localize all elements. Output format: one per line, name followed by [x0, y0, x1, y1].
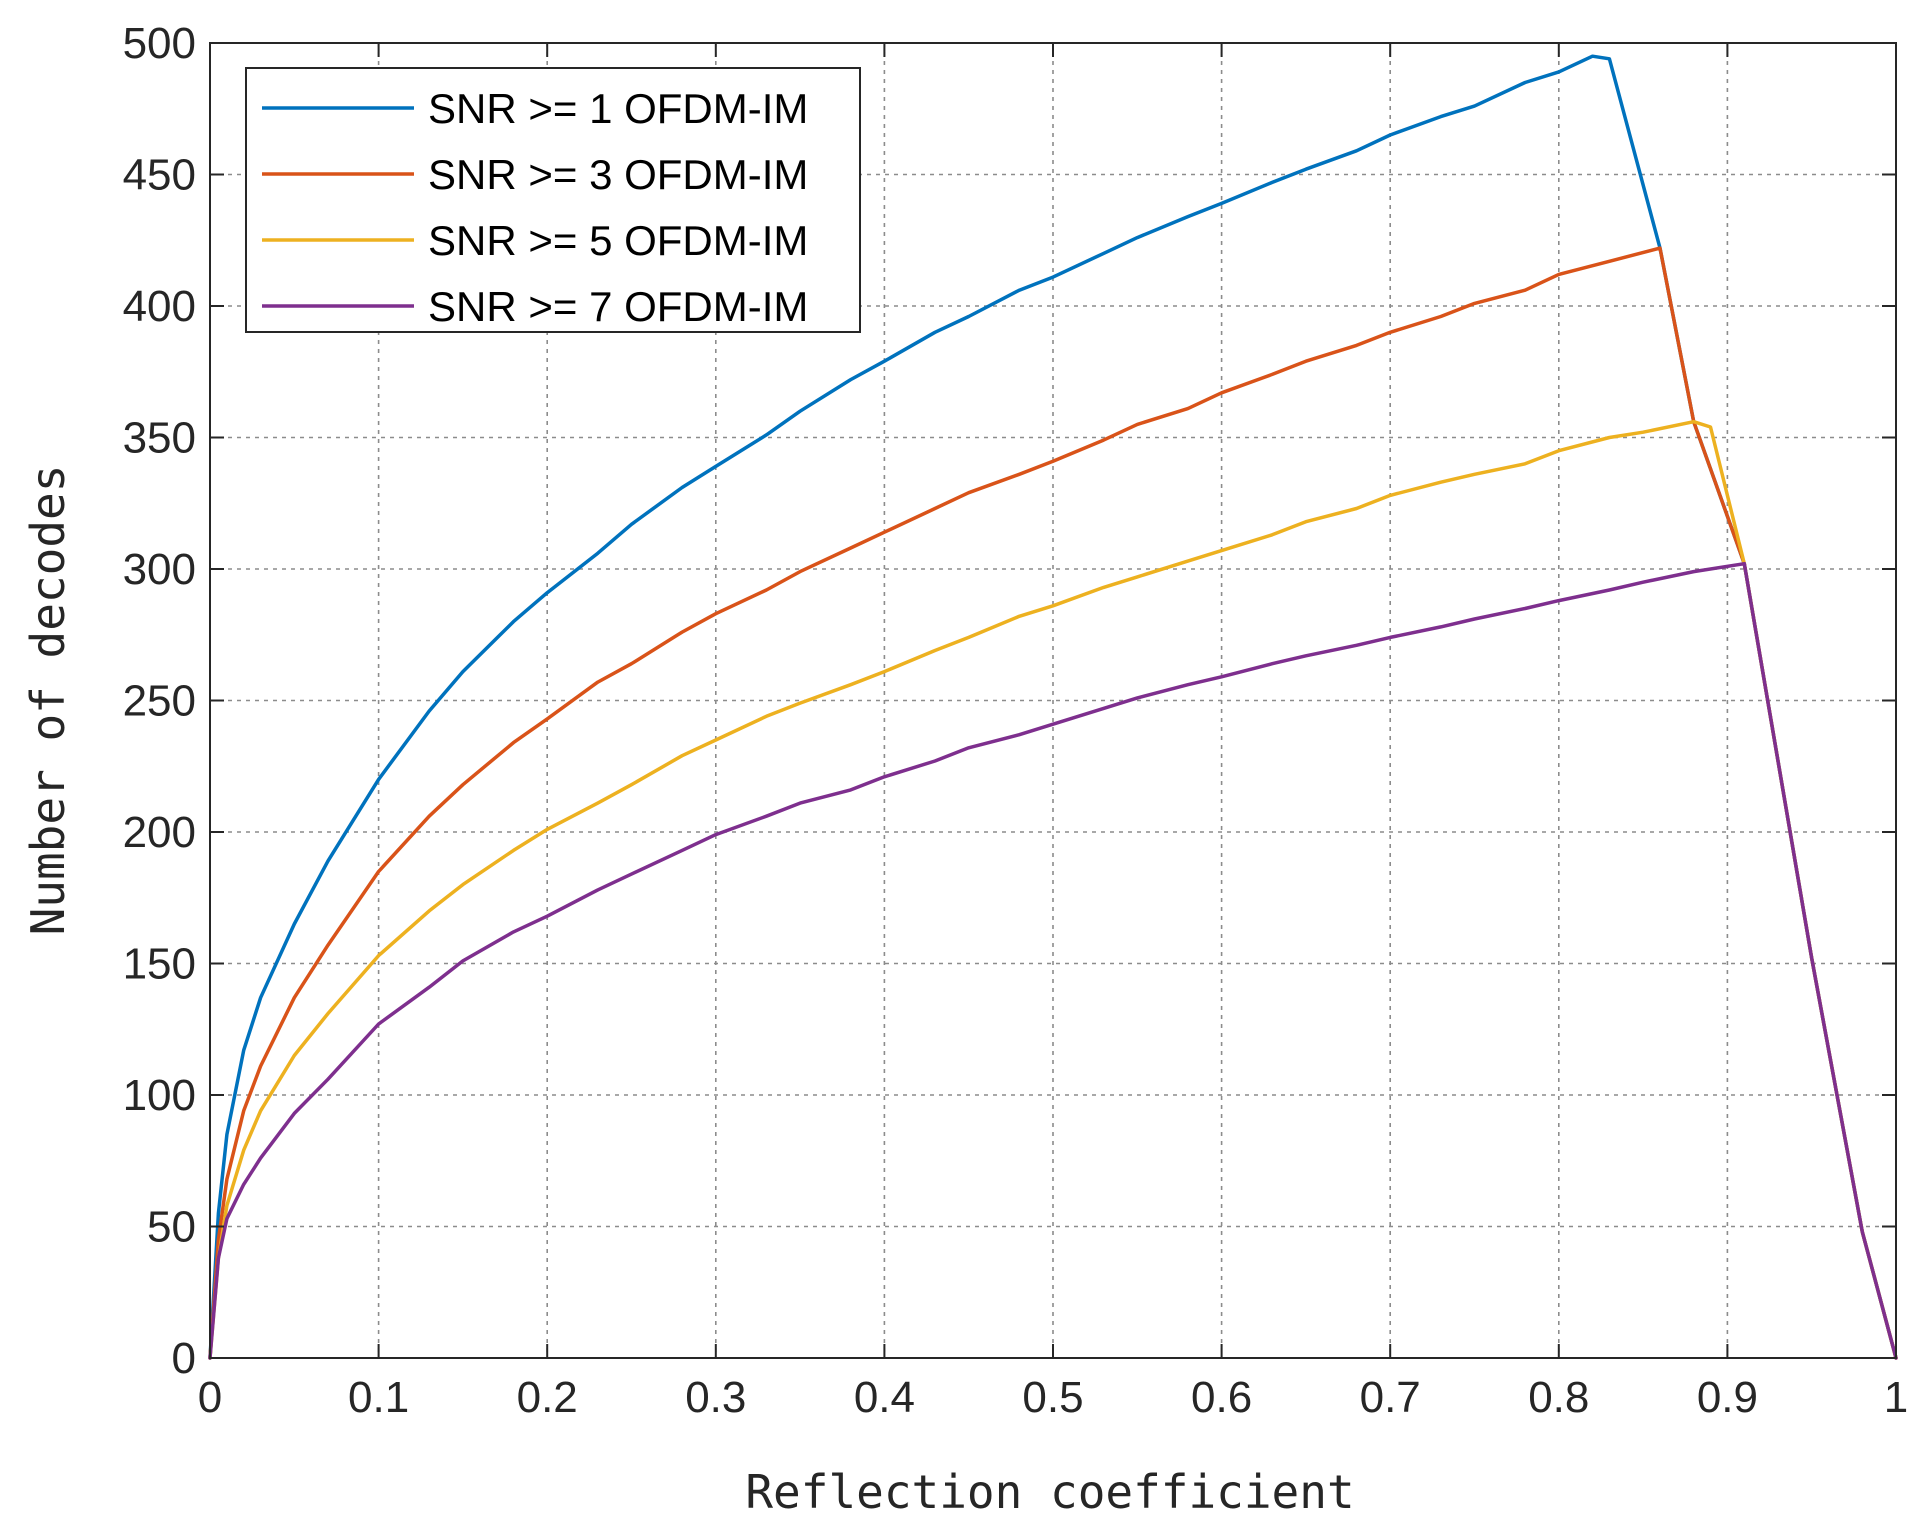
legend-label-2: SNR >= 3 OFDM-IM [428, 151, 808, 198]
y-tick-label: 150 [123, 940, 196, 989]
legend: SNR >= 1 OFDM-IM SNR >= 3 OFDM-IM SNR >= 5… [245, 67, 861, 333]
legend-label-3: SNR >= 5 OFDM-IM [428, 217, 808, 264]
x-tick-label: 0.4 [854, 1373, 915, 1422]
axes [209, 42, 1897, 1359]
y-tick-label: 0 [172, 1334, 196, 1383]
x-tick-label: 0.7 [1360, 1373, 1421, 1422]
series-line-4 [208, 561, 1898, 1360]
y-tick-label: 200 [123, 808, 196, 857]
x-tick-label: 0.8 [1528, 1373, 1589, 1422]
x-axis-label: Reflection coefficient [745, 1465, 1354, 1519]
y-tick-label: 100 [123, 1071, 196, 1120]
y-tick-label: 400 [123, 282, 196, 331]
x-tick-label: 0 [198, 1373, 222, 1422]
legend-label-4: SNR >= 7 OFDM-IM [428, 283, 808, 330]
legend-box [245, 67, 861, 333]
y-tick-label: 50 [147, 1203, 196, 1252]
y-tick-label: 250 [123, 677, 196, 726]
legend-label-1: SNR >= 1 OFDM-IM [428, 85, 808, 132]
y-tick-label: 450 [123, 151, 196, 200]
x-tick-label: 0.2 [517, 1373, 578, 1422]
y-tick-label: 300 [123, 545, 196, 594]
y-axis-ticks: 0 50 100 150 200 250 300 350 400 450 500 [123, 19, 196, 1383]
y-tick-label: 350 [123, 414, 196, 463]
x-tick-label: 0.6 [1191, 1373, 1252, 1422]
y-axis-label: Number of decodes [21, 465, 75, 936]
x-tick-label: 0.9 [1697, 1373, 1758, 1422]
series-line-1 [208, 54, 1898, 1360]
x-tick-label: 0.1 [348, 1373, 409, 1422]
y-tick-label: 500 [123, 19, 196, 68]
series-line-3 [208, 419, 1898, 1360]
series-line-2 [208, 246, 1898, 1360]
x-tick-label: 1 [1884, 1373, 1908, 1422]
x-tick-label: 0.3 [685, 1373, 746, 1422]
series-group [208, 54, 1898, 1360]
x-axis-ticks: 0 0.1 0.2 0.3 0.4 0.5 0.6 0.7 0.8 0.9 1 [198, 1373, 1908, 1422]
x-tick-label: 0.5 [1022, 1373, 1083, 1422]
